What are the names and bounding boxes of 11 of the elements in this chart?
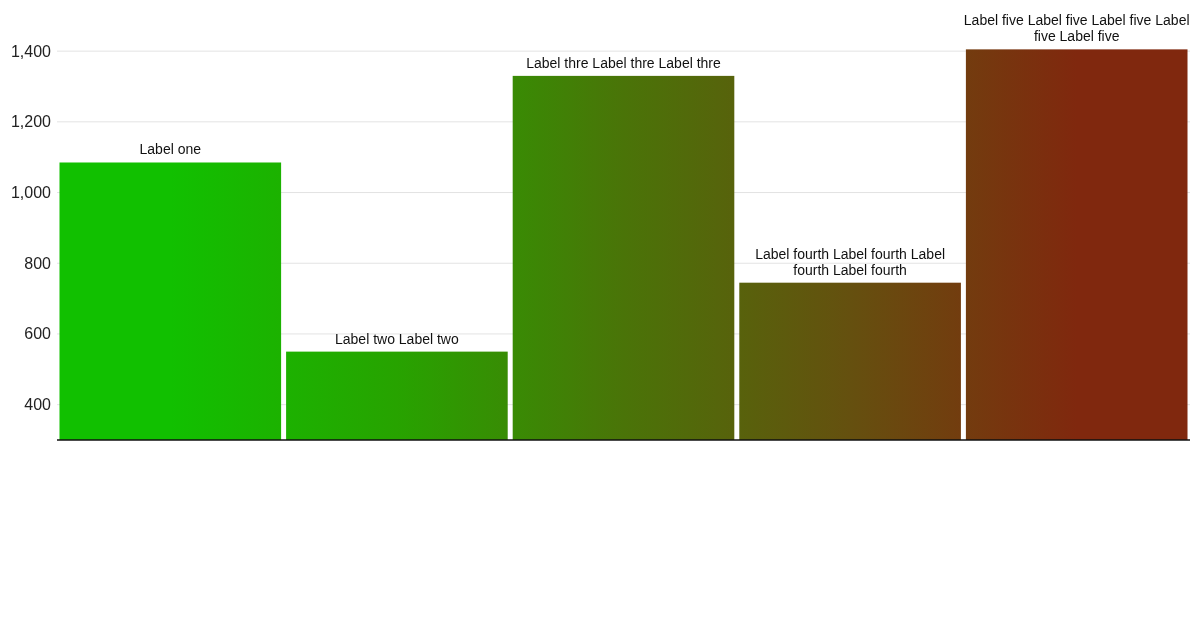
x-tick-label: Label fourth Label fourth Label fourth Label fourth	[755, 245, 946, 278]
y-tick-label: 400	[24, 396, 52, 414]
y-tick-label: 1,400	[10, 42, 52, 60]
x-tick-label: Label five Label five Label five Label five Label five	[963, 12, 1190, 45]
y-tick-label: 1,200	[10, 113, 52, 131]
y-tick-label: 600	[24, 325, 52, 343]
y-tick-label: 1,000	[10, 184, 52, 202]
x-tick-label: Label one	[139, 141, 202, 158]
y-tick-label: 800	[24, 254, 52, 272]
x-tick-label: Label thre Label thre Label thre	[526, 54, 721, 71]
x-tick-label: Label two Label two	[335, 330, 459, 347]
